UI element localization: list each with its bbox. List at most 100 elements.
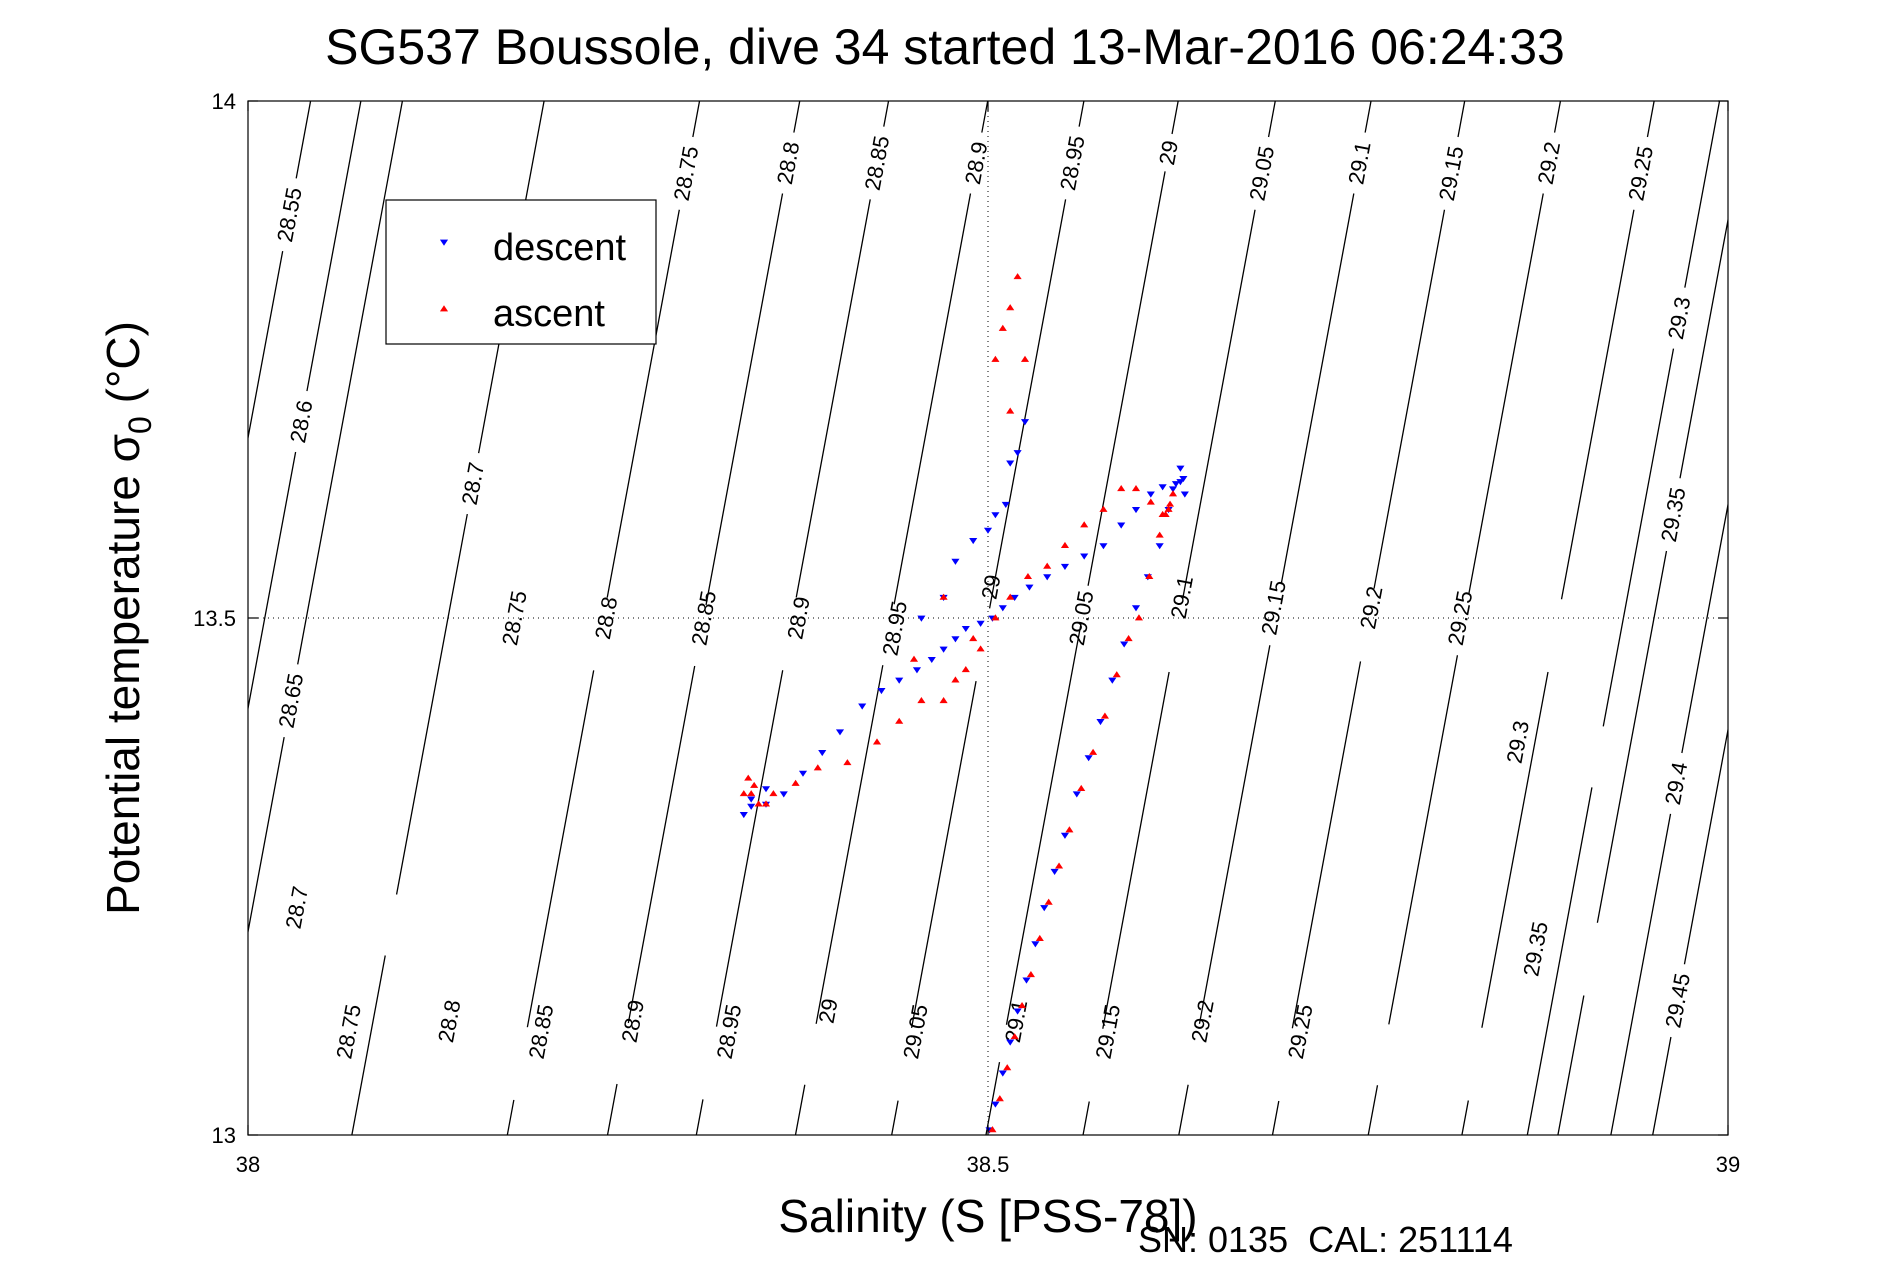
data-point-ascent <box>1054 862 1064 869</box>
data-point-ascent <box>998 324 1007 331</box>
data-point-ascent <box>747 790 756 797</box>
data-point-ascent <box>909 655 919 662</box>
density-contour-line <box>248 101 404 936</box>
data-point-descent <box>1084 755 1093 762</box>
data-point-ascent <box>1020 355 1030 362</box>
data-point-ascent <box>1168 490 1178 497</box>
data-point-ascent <box>1013 273 1022 280</box>
data-point-ascent <box>1017 1002 1027 1009</box>
data-point-descent <box>1006 460 1015 467</box>
data-point-ascent <box>1060 541 1070 549</box>
data-point-descent <box>1168 486 1178 493</box>
data-point-descent <box>1131 605 1141 612</box>
data-point-ascent <box>1145 572 1154 580</box>
data-point-ascent <box>1146 498 1155 505</box>
density-contour-line <box>1557 216 1728 1135</box>
data-point-ascent <box>1080 521 1089 528</box>
data-point-ascent <box>769 790 778 797</box>
density-contour-line <box>248 101 362 712</box>
data-point-descent <box>927 656 936 664</box>
legend-marker-descent <box>439 239 449 246</box>
data-point-ascent <box>744 774 753 781</box>
data-point-descent <box>1099 543 1108 550</box>
data-point-ascent <box>1003 1064 1012 1071</box>
data-point-descent <box>1096 718 1105 726</box>
data-point-ascent <box>991 355 1000 362</box>
density-contour-label: 29 <box>814 997 843 1026</box>
data-point-descent <box>969 538 978 545</box>
data-point-ascent <box>872 738 882 745</box>
data-point-ascent <box>1164 505 1173 512</box>
data-point-ascent <box>1023 572 1033 580</box>
data-point-descent <box>858 703 867 710</box>
data-point-descent <box>951 636 960 643</box>
data-point-descent <box>739 812 748 819</box>
data-point-descent <box>1108 677 1117 684</box>
data-point-descent <box>1025 584 1034 591</box>
data-point-ascent <box>1124 634 1133 642</box>
data-point-ascent <box>939 697 948 704</box>
data-point-ascent <box>761 800 771 807</box>
density-contour-line <box>1082 101 1276 1135</box>
data-point-descent <box>961 625 970 633</box>
data-point-descent <box>1176 479 1185 486</box>
data-point-descent <box>1043 574 1052 581</box>
data-point-descent <box>1080 553 1089 560</box>
density-contour-line <box>794 101 989 1135</box>
data-point-descent <box>1146 491 1155 498</box>
y-axis-label: Potential temperature σ0 (°C) <box>97 321 158 915</box>
density-contour-labels: 28.5528.628.6528.728.728.7528.7528.7528.… <box>272 134 1695 1061</box>
data-point-descent <box>1117 522 1126 529</box>
data-point-ascent <box>1131 485 1141 492</box>
data-point-ascent <box>1158 510 1167 518</box>
data-point-ascent <box>961 666 970 673</box>
data-point-descent <box>1060 832 1070 839</box>
density-contour-line <box>1178 101 1372 1135</box>
data-point-descent <box>1013 450 1022 457</box>
x-tick-label: 39 <box>1716 1152 1740 1177</box>
data-point-descent <box>1050 868 1059 876</box>
y-tick-label: 14 <box>212 89 236 114</box>
density-contour-label: 29 <box>976 573 1005 602</box>
legend-box <box>385 199 657 345</box>
data-point-descent <box>1180 491 1189 498</box>
data-point-ascent <box>1043 562 1052 569</box>
x-tick-label: 38.5 <box>967 1152 1010 1177</box>
data-point-descent <box>835 729 845 736</box>
data-point-descent <box>912 667 922 674</box>
data-point-ascent <box>991 614 1000 621</box>
legend-label-descent: descent <box>493 227 627 269</box>
data-point-ascent <box>750 781 759 788</box>
density-contour-line <box>1461 101 1655 1135</box>
data-point-descent <box>1040 905 1049 912</box>
data-point-descent <box>779 791 788 798</box>
data-point-descent <box>1176 465 1185 472</box>
data-point-ascent <box>1065 826 1074 833</box>
data-point-ascent <box>1155 531 1164 538</box>
data-point-ascent <box>1035 934 1044 941</box>
y-axis-label-unit: (°C) <box>97 321 149 416</box>
density-contour-line <box>985 101 1179 1135</box>
data-point-ascent <box>939 593 948 600</box>
density-contour-line <box>695 101 890 1135</box>
data-point-descent <box>917 615 926 622</box>
data-point-ascent <box>1010 1033 1019 1040</box>
data-point-ascent <box>995 1095 1004 1102</box>
data-point-ascent <box>1100 712 1109 719</box>
data-point-descent <box>951 558 960 565</box>
data-point-descent <box>818 750 827 757</box>
data-point-ascent <box>1006 593 1015 600</box>
density-contour-line <box>1367 101 1562 1135</box>
legend: descent ascent <box>385 199 657 345</box>
series-ascent <box>739 273 1178 1133</box>
density-contour-line <box>1652 726 1728 1135</box>
data-point-ascent <box>1044 898 1053 905</box>
data-point-ascent <box>976 645 985 652</box>
data-point-descent <box>877 687 886 695</box>
data-point-descent <box>747 796 756 803</box>
footer-serial-cal: SN: 0135 CAL: 251114 <box>1138 1219 1513 1260</box>
chart-title: SG537 Boussole, dive 34 started 13-Mar-2… <box>325 19 1565 75</box>
data-point-descent <box>1131 507 1141 514</box>
density-contour-line <box>1526 101 1721 1135</box>
